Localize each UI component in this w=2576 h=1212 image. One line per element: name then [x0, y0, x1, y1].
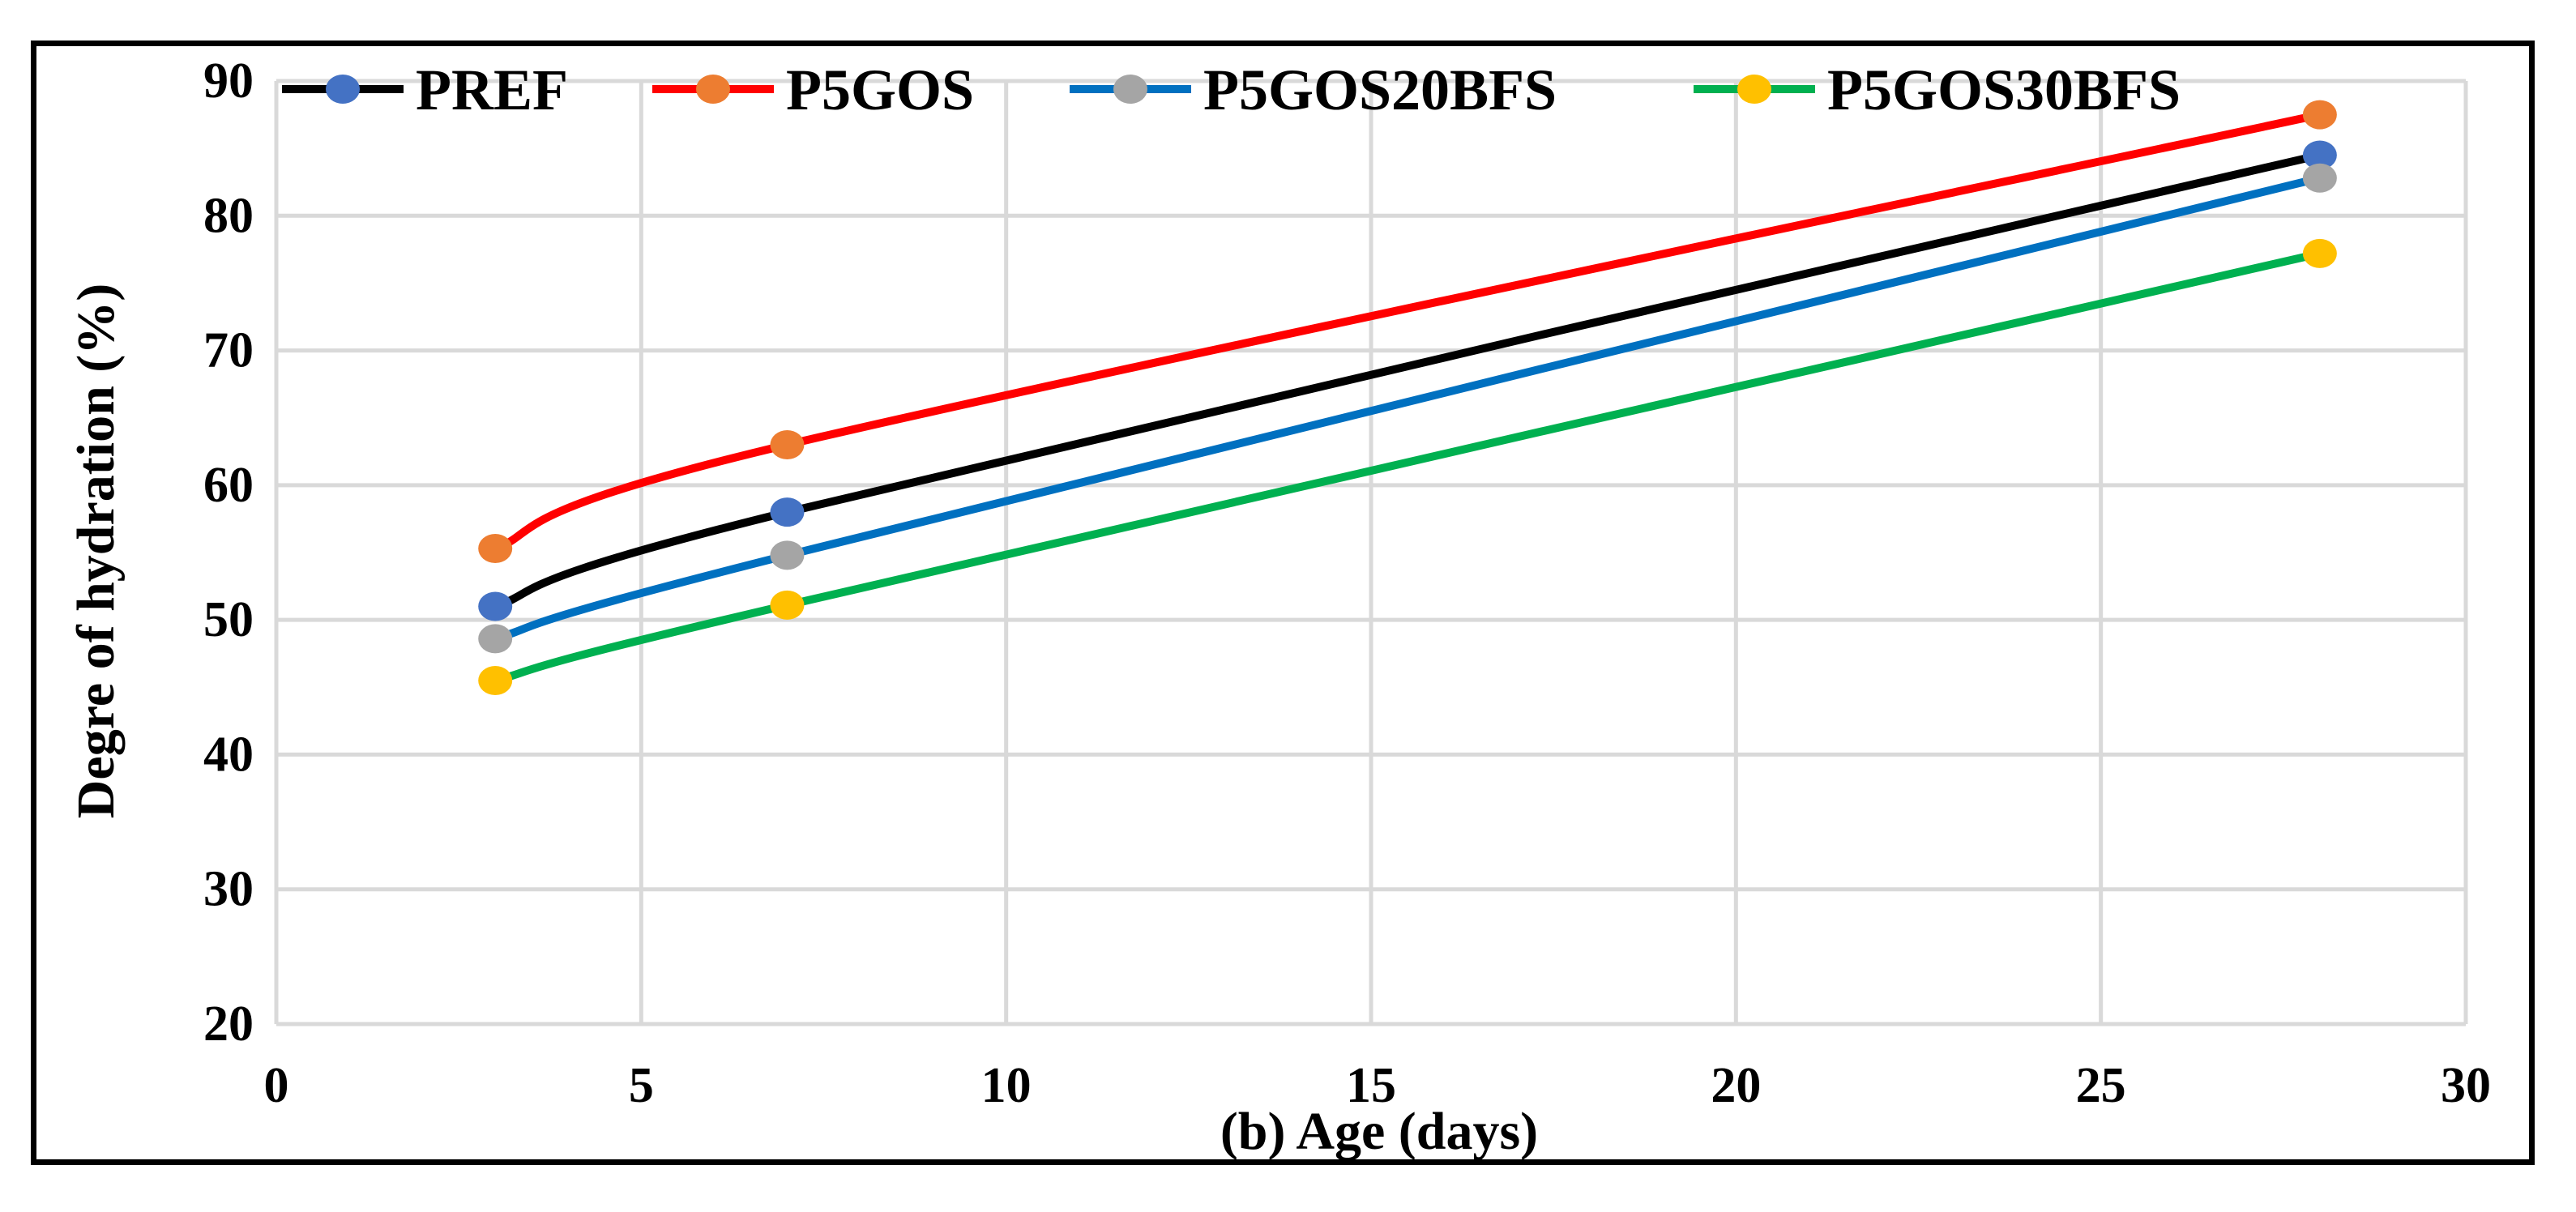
data-point-p5gos30bfs — [478, 665, 513, 695]
data-point-p5gos20bfs — [478, 624, 513, 654]
legend-item-pref: PREF — [282, 58, 568, 122]
series-lines — [491, 110, 2324, 685]
legend-item-p5gos30bfs: P5GOS30BFS — [1694, 58, 2181, 122]
x-tick-label: 10 — [981, 1058, 1032, 1113]
legend-swatch-marker — [1113, 75, 1147, 104]
x-axis-title: (b) Age (days) — [1220, 1102, 1538, 1161]
x-tick-label: 20 — [1711, 1058, 1761, 1113]
data-point-p5gos — [770, 429, 805, 459]
y-tick-label: 30 — [203, 862, 254, 917]
series-line-p5gos30bfs — [491, 249, 2324, 685]
y-axis-title: Degre of hydration (%) — [66, 284, 126, 819]
data-point-p5gos30bfs — [2302, 238, 2337, 268]
tick-labels: 20 30 40 50 60 70 80 90 0 5 10 15 20 25 30 — [203, 53, 2491, 1113]
data-point-p5gos20bfs — [770, 540, 805, 570]
legend-swatch-marker — [1737, 75, 1771, 104]
data-point-p5gos — [478, 534, 513, 564]
y-tick-label: 70 — [203, 323, 254, 378]
legend-item-p5gos20bfs: P5GOS20BFS — [1070, 58, 1557, 122]
legend-label: P5GOS30BFS — [1827, 58, 2181, 122]
legend-label: PREF — [416, 58, 568, 122]
series-markers — [478, 100, 2337, 695]
x-tick-label: 15 — [1346, 1058, 1396, 1113]
x-tick-label: 0 — [264, 1058, 289, 1113]
data-point-pref — [478, 591, 513, 621]
data-point-pref — [2302, 140, 2337, 170]
axes — [274, 81, 2466, 1026]
legend-label: P5GOS20BFS — [1203, 58, 1557, 122]
y-tick-label: 80 — [203, 188, 254, 243]
series-line-p5gos — [491, 110, 2324, 553]
y-tick-label: 90 — [203, 53, 254, 109]
data-point-p5gos30bfs — [770, 590, 805, 620]
y-tick-label: 20 — [203, 996, 254, 1052]
legend-swatch-marker — [696, 75, 730, 104]
y-tick-label: 50 — [203, 592, 254, 647]
series-line-p5gos20bfs — [491, 173, 2324, 643]
data-point-p5gos — [2302, 100, 2337, 130]
series-line-pref — [491, 151, 2324, 611]
legend-swatch-marker — [326, 75, 360, 104]
y-tick-label: 60 — [203, 458, 254, 513]
x-tick-label: 30 — [2441, 1058, 2491, 1113]
y-tick-label: 40 — [203, 727, 254, 782]
gridlines — [276, 79, 2468, 1024]
legend-label: P5GOS — [786, 58, 974, 122]
x-tick-label: 5 — [629, 1058, 654, 1113]
data-point-pref — [770, 497, 805, 527]
data-point-p5gos20bfs — [2302, 163, 2337, 193]
legend: PREF P5GOS P5GOS20BFS P5GOS30BFS — [282, 58, 2181, 122]
legend-item-p5gos: P5GOS — [652, 58, 974, 122]
x-tick-label: 25 — [2076, 1058, 2126, 1113]
